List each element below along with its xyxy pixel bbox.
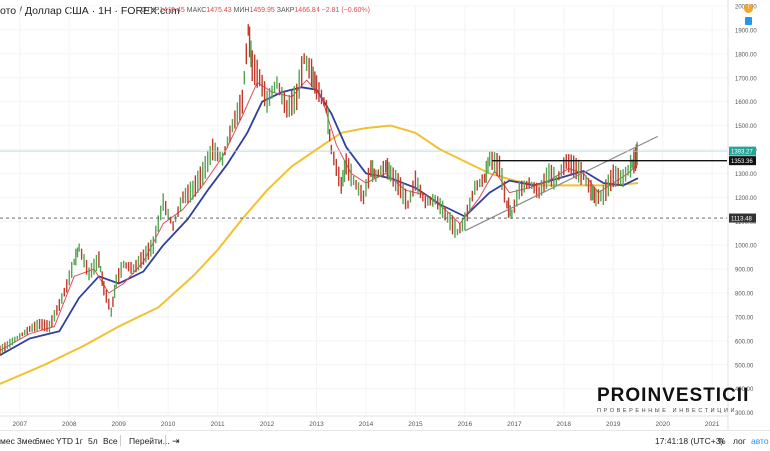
bottom-toolbar: мес 3мес 6мес YTD 1г 5л Все Перейти... ⇥… [0,430,770,451]
range-6m-button[interactable]: 6мес [35,436,55,446]
time-tick-label: 2007 [13,421,28,428]
clock-readout: 17:41:18 (UTC+3) [655,436,724,446]
range-1m-button[interactable]: мес [0,436,15,446]
price-tick-label: 1100.00 [735,220,757,226]
price-tick-label: 1600.00 [735,100,757,106]
time-tick-label: 2020 [655,421,670,428]
drawing-lines [0,135,727,232]
change-value: −2.81 (−0.60%) [321,7,370,14]
goto-icon[interactable]: ⇥ [172,436,180,446]
calendar-icon[interactable] [745,17,752,25]
price-chart[interactable]: 2000.001900.001800.001700.001600.001500.… [0,0,770,430]
time-tick-label: 2009 [111,421,126,428]
price-label-box [729,146,756,156]
price-tick-label: 1900.00 [735,28,757,34]
price-tick-label: 1200.00 [735,196,757,202]
price-tick-label: 800.00 [735,292,754,298]
log-toggle[interactable]: лог [733,436,746,446]
time-tick-label: 2018 [557,421,572,428]
time-tick-label: 2011 [211,421,225,428]
price-label-text: 1113.48 [731,216,752,222]
open-label: ОТКР [141,7,160,14]
price-tick-label: 700.00 [735,315,754,321]
toolbar-divider [120,435,121,446]
time-tick-label: 2015 [408,421,423,428]
price-tick-label: 400.00 [735,387,754,393]
trend-line [464,135,659,232]
ma-slow-layer [0,124,639,385]
time-tick-label: 2013 [309,421,324,428]
range-all-button[interactable]: Все [103,436,118,446]
alert-icon[interactable]: ! [744,4,753,13]
price-labels: 1393.27 1353.36 1113.48 [729,146,756,223]
range-5y-button[interactable]: 5л [88,436,98,446]
close-label: ЗАКР [276,7,295,14]
range-ytd-button[interactable]: YTD [56,436,73,446]
toolbar-divider [165,435,166,446]
chart-grid [0,5,727,415]
high-value: 1475.43 [206,7,232,14]
ma-fast-line [0,79,639,351]
price-tick-label: 1000.00 [735,244,757,250]
watermark-logo: PROINVESTICII ПРОВЕРЕННЫЕ ИНВЕСТИЦИИ [597,385,749,414]
time-tick-label: 2014 [359,421,374,428]
price-tick-label: 1500.00 [735,124,757,130]
time-axis: 2007 2008 2009 2010 2011 2012 2013 2014 2015 2016… [0,415,728,428]
goto-date-button[interactable]: Перейти... [129,436,170,446]
price-tick-label: 1800.00 [735,52,757,58]
price-tick-label: 1300.00 [735,172,757,178]
close-value: 1466.84 [294,7,320,14]
symbol-title[interactable]: ото / Доллар США · 1Н · FOREX.com [0,5,180,17]
price-label-text: 1393.27 [731,149,753,155]
price-label-box [729,213,756,223]
logo-tagline: ПРОВЕРЕННЫЕ ИНВЕСТИЦИИ [597,408,738,414]
price-tick-label: 900.00 [735,268,754,274]
low-value: 1459.95 [249,7,275,14]
percent-toggle[interactable]: % [718,436,726,446]
price-layer [0,24,638,356]
price-label-box [729,156,756,166]
range-3m-button[interactable]: 3мес [17,436,37,446]
time-tick-label: 2017 [507,421,522,428]
auto-toggle[interactable]: авто [751,436,769,446]
ma-slow-line [0,124,639,385]
ma-fast-layer [0,79,639,351]
price-label-text: 1353.36 [731,159,753,165]
open-value: 1469.45 [159,7,185,14]
time-tick-label: 2016 [458,421,473,428]
time-tick-label: 2010 [161,421,176,428]
price-tick-label: 500.00 [735,363,754,369]
time-tick-label: 2008 [62,421,77,428]
chart-header: ото / Доллар США · 1Н · FOREX.com ОТКР14… [0,0,740,20]
range-1y-button[interactable]: 1г [75,436,83,446]
price-tick-label: 300.00 [735,411,754,417]
ohlc-readout: ОТКР1469.45 МАКС1475.43 МИН1459.95 ЗАКР1… [141,7,370,14]
price-tick-label: 1700.00 [735,76,757,82]
time-tick-label: 2019 [606,421,621,428]
high-label: МАКС [186,7,207,14]
price-tick-label: 600.00 [735,339,754,345]
low-label: МИН [233,7,250,14]
time-tick-label: 2012 [260,421,275,428]
logo-brand: PROINVESTICII [597,385,750,406]
time-tick-label: 2021 [705,421,720,428]
